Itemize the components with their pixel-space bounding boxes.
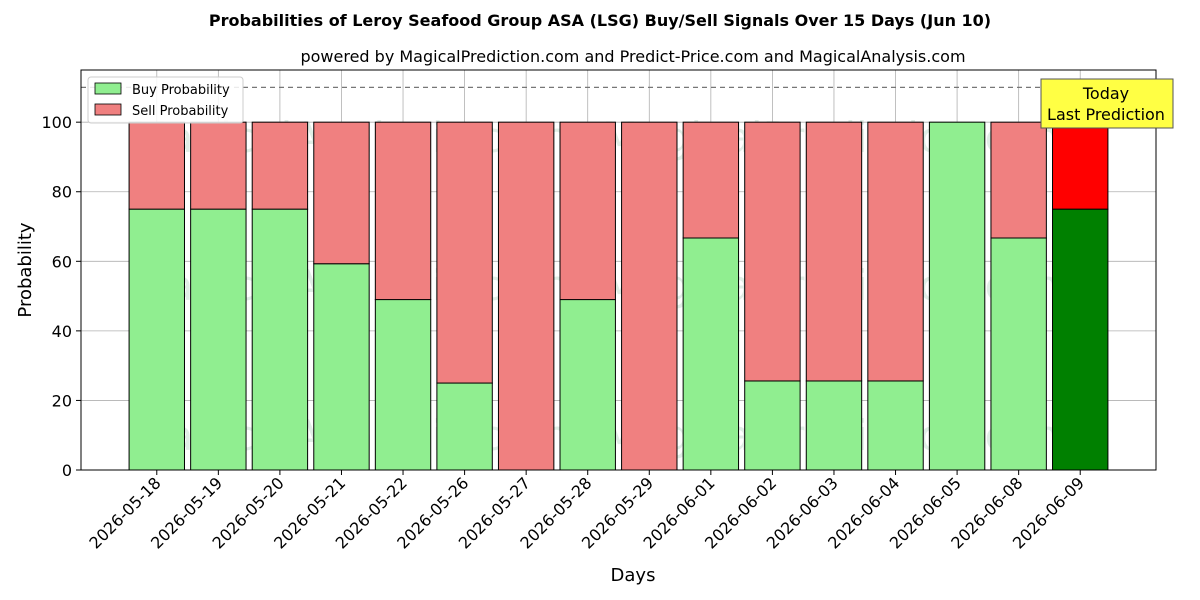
x-axis: 2026-05-182026-05-192026-05-202026-05-21… (85, 470, 1088, 553)
y-tick-label: 60 (52, 252, 72, 271)
sell-bar (682, 121, 740, 239)
sell-bar (621, 121, 678, 471)
sell-bar (497, 121, 555, 471)
buy-bar (867, 380, 924, 471)
today-annotation-box (1040, 78, 1174, 129)
buy-bar (1052, 208, 1109, 471)
sell-bar (190, 121, 247, 210)
sell-bar (559, 121, 616, 301)
legend-label-buy: Buy Probability (132, 83, 230, 98)
sell-bar (990, 121, 1047, 239)
chart-title: Probabilities of Leroy Seafood Group ASA… (209, 11, 991, 30)
x-axis-label: Days (611, 565, 656, 586)
y-tick-label: 40 (52, 322, 72, 341)
y-tick-label: 80 (52, 183, 72, 202)
buy-bar (313, 263, 370, 471)
sell-bar (128, 121, 185, 210)
y-tick-label: 0 (62, 461, 72, 480)
y-tick-label: 100 (41, 113, 72, 132)
bars-layer (128, 121, 1109, 471)
legend-swatch-sell (94, 103, 122, 116)
sell-bar (1052, 121, 1109, 210)
chart-subtitle: powered by MagicalPrediction.com and Pre… (300, 47, 965, 66)
legend-label-sell: Sell Probability (132, 104, 229, 119)
buy-bar (190, 208, 247, 471)
sell-bar (374, 121, 432, 301)
buy-bar (559, 299, 616, 471)
sell-bar (867, 121, 924, 382)
buy-bar (128, 208, 185, 471)
y-axis: 0 20 40 60 80 100 (41, 113, 81, 480)
today-annotation-line2: Last Prediction (1047, 105, 1165, 124)
legend-box (87, 76, 244, 124)
plot-frame (80, 69, 1157, 471)
sell-bar (805, 121, 863, 382)
legend: Buy Probability Sell Probability (87, 76, 244, 124)
sell-bar (436, 121, 493, 384)
y-tick-label: 20 (52, 391, 72, 410)
sell-bar (744, 121, 801, 382)
buy-bar (805, 380, 863, 471)
buy-bar (682, 237, 740, 471)
sell-bar (313, 121, 370, 265)
buy-bar (374, 299, 432, 471)
today-annotation: Today Last Prediction (1040, 78, 1174, 129)
buy-bar (251, 208, 309, 471)
sell-bar (251, 121, 309, 210)
buy-bar (928, 121, 986, 471)
today-annotation-line1: Today (1082, 84, 1129, 103)
y-axis-label: Probability (15, 222, 36, 317)
buy-bar (744, 380, 801, 471)
buy-bar (436, 382, 493, 471)
buy-bar (990, 237, 1047, 471)
legend-swatch-buy (94, 82, 122, 95)
